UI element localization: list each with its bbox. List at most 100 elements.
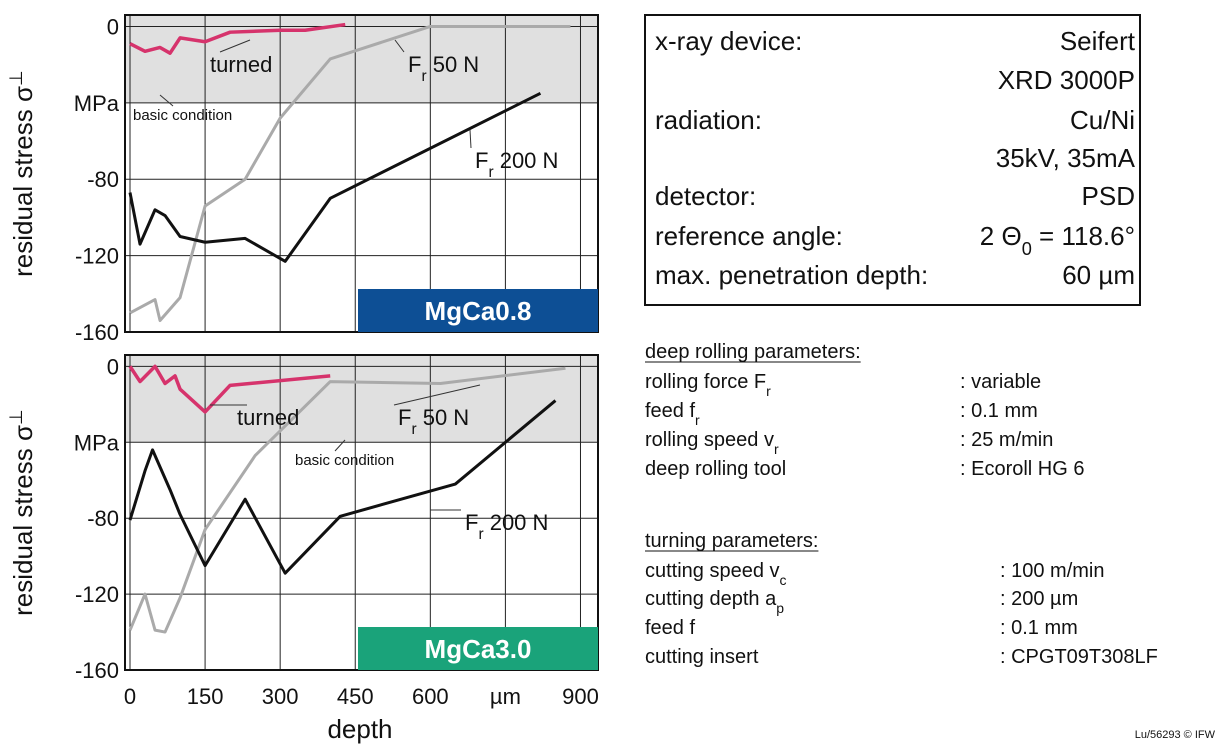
device-label: radiation: [655, 105, 762, 135]
line [129, 24, 571, 323]
param-value: : Ecoroll HG 6 [960, 458, 1084, 480]
leader-line [334, 439, 346, 452]
annotation: basic condition [295, 452, 394, 469]
section-title: turning parameters: [645, 530, 818, 552]
device-label: detector: [655, 181, 756, 211]
device-value: PSD [1082, 181, 1135, 211]
x-tick-label: 450 [337, 684, 374, 709]
leader-line [393, 384, 481, 406]
x-tick-label: 600 [412, 684, 449, 709]
subscript: 0 [1022, 239, 1032, 259]
subscript: ⊥ [6, 70, 26, 86]
text-part: XRD 3000P [998, 65, 1135, 95]
x-tick-label: 150 [187, 684, 224, 709]
annotation: Fr 50 N [398, 405, 469, 438]
text-part: residual stress σ [8, 425, 38, 616]
text-part: cutting speed v [645, 560, 780, 582]
param-label: cutting depth ap [645, 588, 784, 616]
param-value: : 0.1 mm [960, 400, 1038, 422]
param-value: : 0.1 mm [1000, 617, 1078, 639]
param-label: cutting insert [645, 646, 759, 668]
param-label: rolling force Fr [645, 371, 771, 399]
line [128, 91, 542, 263]
y-tick-label: 0 [107, 354, 119, 379]
param-label: cutting speed vc [645, 560, 787, 588]
text-part: Seifert [1060, 26, 1136, 56]
line [129, 22, 346, 55]
subscript: r [421, 68, 426, 85]
y-tick-label: -160 [75, 658, 119, 683]
shade [125, 15, 598, 103]
annotation: Fr 200 N [475, 148, 558, 181]
device-label: reference angle: [655, 221, 843, 251]
text-part: basic condition [133, 107, 232, 124]
y-tick-label: -80 [87, 167, 119, 192]
subscript: r [774, 441, 779, 457]
text-part: 35kV, 35mA [996, 143, 1136, 173]
text-part: 50 N [417, 405, 470, 430]
section-title: deep rolling parameters: [645, 341, 861, 363]
label-box-text: MgCa3.0 [425, 634, 532, 664]
annotation: Fr 200 N [465, 510, 548, 543]
param-label: feed f [645, 617, 695, 639]
param-value: : 200 µm [1000, 588, 1078, 610]
text-part: residual stress σ [8, 86, 38, 277]
label-box [358, 289, 598, 332]
text-part: cutting depth a [645, 588, 777, 610]
subscript: p [776, 600, 784, 616]
label-box [358, 627, 598, 670]
text-part: PSD [1082, 181, 1135, 211]
y-tick-label: -80 [87, 506, 119, 531]
x-tick-label: µm [490, 684, 521, 709]
text-part: F [398, 405, 411, 430]
text-part: basic condition [295, 452, 394, 469]
leader-line [219, 39, 251, 53]
text-part: = 118.6° [1032, 221, 1135, 251]
text-part: 200 N [494, 148, 559, 173]
subscript: c [780, 572, 787, 588]
x-tick-label: 900 [562, 684, 599, 709]
device-box [644, 14, 1141, 306]
text-part: turned [237, 405, 299, 430]
text-part: Cu/Ni [1070, 105, 1135, 135]
text-part: 2 Θ [980, 221, 1022, 251]
text-part: 50 N [427, 52, 480, 77]
subscript: r [766, 383, 771, 399]
y-axis-label: residual stress σ⊥ [6, 70, 38, 277]
param-value: : CPGT09T308LF [1000, 646, 1158, 668]
subscript: ⊥ [6, 409, 26, 425]
annotation: Fr 50 N [408, 52, 479, 85]
subscript: r [478, 526, 483, 543]
subscript: r [695, 412, 700, 428]
device-value: XRD 3000P [998, 65, 1135, 95]
text-part: F [465, 510, 478, 535]
label-box-text: MgCa0.8 [425, 296, 532, 326]
x-tick-label: 300 [262, 684, 299, 709]
y-tick-label: -120 [75, 582, 119, 607]
text-part: turned [210, 52, 272, 77]
y-tick-label: -160 [75, 320, 119, 345]
text-part: 60 µm [1062, 260, 1135, 290]
x-tick-label: 0 [124, 684, 136, 709]
text-part: feed f [645, 400, 695, 422]
annotation: turned [237, 405, 299, 430]
footer: Lu/56293 © IFW [1135, 729, 1216, 741]
leader-line [469, 129, 472, 149]
param-value: : variable [960, 371, 1041, 393]
leader-line [394, 39, 405, 53]
device-value: 2 Θ0 = 118.6° [980, 221, 1135, 259]
param-value: : 25 m/min [960, 429, 1053, 451]
param-label: feed fr [645, 400, 700, 428]
line [128, 366, 566, 634]
y-tick-label: -120 [75, 244, 119, 269]
x-axis-label: depth [327, 714, 392, 744]
text-part: F [475, 148, 488, 173]
y-axis-label: residual stress σ⊥ [6, 409, 38, 616]
text-part: 200 N [484, 510, 549, 535]
shade [125, 355, 598, 443]
text-part: feed f [645, 617, 695, 639]
text-part: F [408, 52, 421, 77]
param-value: : 100 m/min [1000, 560, 1104, 582]
leader-line [159, 94, 174, 107]
